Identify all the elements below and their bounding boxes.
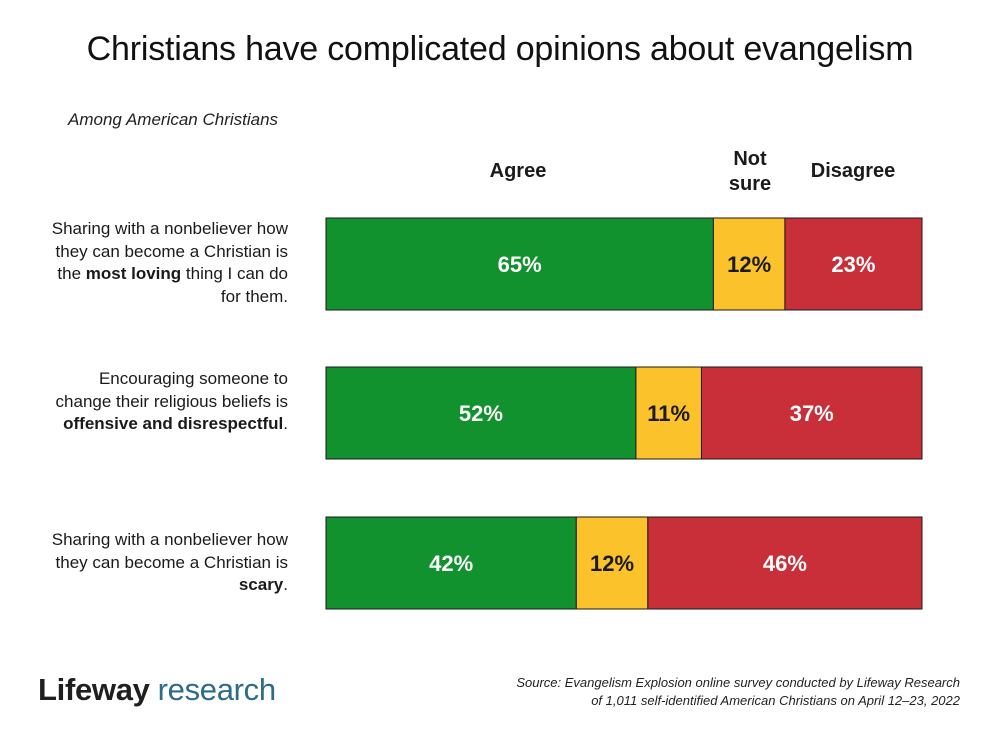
row-label-2-post: .: [283, 414, 288, 433]
logo-text-lifeway: Lifeway: [38, 672, 150, 707]
data-label-agree-row-1: 65%: [498, 252, 542, 277]
source-note: Source: Evangelism Explosion online surv…: [400, 674, 960, 710]
row-label-2: Encouraging someone to change their reli…: [40, 368, 288, 436]
bar-disagree-row-2: [700, 366, 923, 460]
data-label-disagree-row-3: 46%: [763, 551, 807, 576]
chart-subtitle: Among American Christians: [68, 110, 279, 129]
header-not-sure-line1: Not: [733, 148, 767, 170]
lifeway-research-logo: Lifeway research: [38, 672, 276, 708]
row-label-3-bold: scary: [238, 575, 284, 594]
header-disagree: Disagree: [810, 160, 896, 182]
source-line-2: of 1,011 self-identified American Christ…: [591, 693, 960, 708]
header-agree: Agree: [489, 160, 547, 182]
chart-title: Christians have complicated opinions abo…: [86, 30, 914, 68]
bar-agree-row-1: [325, 217, 714, 311]
data-label-not-sure-row-2: 11%: [647, 401, 690, 426]
data-label-not-sure-row-1: 12%: [727, 252, 771, 277]
bar-not-sure-row-1: [712, 217, 786, 311]
header-not-sure: Not sure: [708, 147, 792, 197]
row-label-1-post: thing I can do for them.: [181, 264, 288, 306]
data-label-disagree-row-2: 37%: [790, 401, 834, 426]
row-label-3-pre: Sharing with a nonbeliever how they can …: [51, 530, 288, 572]
data-label-not-sure-row-3: 12%: [590, 551, 634, 576]
header-not-sure-line2: sure: [728, 173, 772, 195]
bar-row-2: 52% 11% 37%: [325, 366, 923, 460]
data-label-disagree-row-1: 23%: [831, 252, 875, 277]
row-label-1: Sharing with a nonbeliever how they can …: [40, 218, 288, 308]
data-label-agree-row-3: 42%: [429, 551, 473, 576]
data-label-agree-row-2: 52%: [459, 401, 503, 426]
source-line-1: Source: Evangelism Explosion online surv…: [516, 675, 960, 690]
row-label-1-pre: Sharing with a nonbeliever how they can …: [51, 219, 288, 283]
bar-not-sure-row-2: [635, 366, 702, 460]
logo-text-research: research: [157, 672, 277, 707]
bar-row-3: 42% 12% 46%: [325, 516, 923, 610]
row-label-2-pre: Encouraging someone to change their reli…: [55, 369, 288, 411]
bar-not-sure-row-3: [575, 516, 649, 610]
bar-row-1: 65% 12% 23%: [325, 217, 923, 311]
bar-disagree-row-3: [647, 516, 923, 610]
bar-disagree-row-1: [784, 217, 923, 311]
row-label-1-bold: most loving: [85, 264, 182, 283]
row-label-3-post: .: [283, 575, 288, 594]
bar-agree-row-3: [325, 516, 577, 610]
bar-agree-row-2: [325, 366, 637, 460]
row-label-2-bold: offensive and disrespectful: [63, 414, 284, 433]
row-label-3: Sharing with a nonbeliever how they can …: [40, 529, 288, 597]
